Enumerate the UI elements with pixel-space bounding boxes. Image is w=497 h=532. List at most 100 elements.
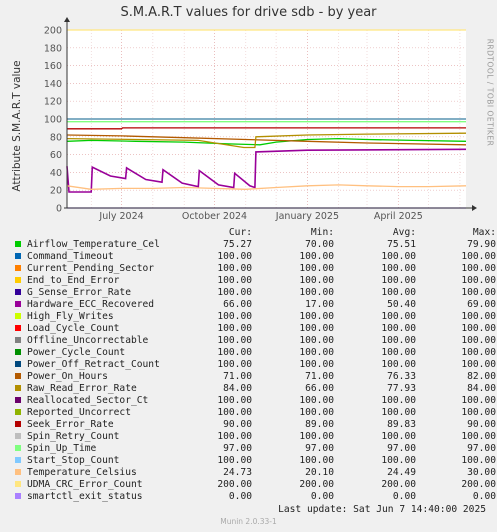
legend-value-min: 100.00 xyxy=(299,431,334,442)
legend-series-name: High_Fly_Writes xyxy=(27,311,114,322)
legend-row: Reported_Uncorrect 100.00 100.00 100.00 100.… xyxy=(12,407,496,419)
legend-value-min: 100.00 xyxy=(299,263,334,274)
legend-value-max: 100.00 xyxy=(461,263,496,274)
legend-row: Power_Off_Retract_Count 100.00 100.00 100.0… xyxy=(12,359,496,371)
y-tick-label: 20 xyxy=(50,186,62,197)
legend-row: Power_Cycle_Count 100.00 100.00 100.00 100.0… xyxy=(12,347,496,359)
legend-value-cur: 71.00 xyxy=(223,371,252,382)
legend-value-avg: 100.00 xyxy=(381,455,416,466)
legend-value-cur: 100.00 xyxy=(217,455,252,466)
legend-value-cur: 100.00 xyxy=(217,263,252,274)
y-tick-label: 120 xyxy=(44,97,62,108)
x-tick-label: January 2025 xyxy=(275,211,339,222)
legend-series-name: Command_Timeout xyxy=(27,251,114,262)
legend-value-max: 100.00 xyxy=(461,347,496,358)
legend-value-min: 17.00 xyxy=(305,299,334,310)
legend-row: Start_Stop_Count 100.00 100.00 100.00 100.00 xyxy=(12,455,496,467)
legend-value-cur: 100.00 xyxy=(217,407,252,418)
y-tick-label: 80 xyxy=(50,132,62,143)
y-tick-label: 0 xyxy=(56,204,62,215)
legend-value-avg: 100.00 xyxy=(381,251,416,262)
series-line-power-on-hours xyxy=(66,134,467,146)
legend-swatch xyxy=(15,265,21,271)
legend-value-min: 100.00 xyxy=(299,407,334,418)
legend-swatch xyxy=(15,253,21,259)
legend-series-name: Reported_Uncorrect xyxy=(27,407,131,418)
legend-value-avg: 77.93 xyxy=(387,383,416,394)
legend-value-min: 100.00 xyxy=(299,311,334,322)
legend-value-avg: 100.00 xyxy=(381,395,416,406)
legend-value-min: 100.00 xyxy=(299,287,334,298)
legend-value-avg: 100.00 xyxy=(381,311,416,322)
legend-swatch xyxy=(15,409,21,415)
legend-header-cur: Cur: xyxy=(228,227,252,238)
legend-value-max: 100.00 xyxy=(461,407,496,418)
legend-swatch xyxy=(15,325,21,331)
legend-swatch xyxy=(15,373,21,379)
series-line-temperature-celsius xyxy=(66,184,467,190)
legend-row: Reallocated_Sector_Ct 100.00 100.00 100.00 1… xyxy=(12,395,496,407)
legend-value-max: 90.00 xyxy=(467,419,496,430)
legend-series-name: Load_Cycle_Count xyxy=(27,323,120,334)
legend-value-min: 100.00 xyxy=(299,335,334,346)
legend-value-min: 100.00 xyxy=(299,323,334,334)
legend-series-name: Current_Pending_Sector xyxy=(27,263,155,274)
y-tick-label: 40 xyxy=(50,168,62,179)
legend-value-cur: 100.00 xyxy=(217,251,252,262)
legend-swatch xyxy=(15,277,21,283)
legend-row: UDMA_CRC_Error_Count 200.00 200.00 200.00 20… xyxy=(12,479,496,491)
legend-series-name: Power_On_Hours xyxy=(27,371,108,382)
legend-series-name: Reallocated_Sector_Ct xyxy=(27,395,149,406)
legend-value-max: 0.00 xyxy=(472,491,496,502)
legend-row: High_Fly_Writes 100.00 100.00 100.00 100.00 xyxy=(12,311,496,323)
legend-value-cur: 100.00 xyxy=(217,335,252,346)
legend-swatch xyxy=(15,493,21,499)
legend-value-avg: 100.00 xyxy=(381,407,416,418)
legend-row: Airflow_Temperature_Cel 75.27 70.00 75.51 79… xyxy=(12,239,496,251)
legend-header-min: Min: xyxy=(310,227,334,238)
legend-value-cur: 200.00 xyxy=(217,479,252,490)
legend-row: Current_Pending_Sector 100.00 100.00 100.00… xyxy=(12,263,496,275)
legend-value-avg: 0.00 xyxy=(392,491,416,502)
y-axis-arrow xyxy=(64,17,70,22)
legend-series-name: Seek_Error_Rate xyxy=(27,419,114,430)
legend-row: Seek_Error_Rate 90.00 89.00 89.83 90.00 xyxy=(12,419,496,431)
legend-swatch xyxy=(15,457,21,463)
legend-row: G_Sense_Error_Rate 100.00 100.00 100.00 100.… xyxy=(12,287,496,299)
legend-header-max: Max: xyxy=(472,227,496,238)
legend-value-max: 97.00 xyxy=(467,443,496,454)
legend-swatch xyxy=(15,445,21,451)
legend-series-name: Hardware_ECC_Recovered xyxy=(27,299,155,310)
legend-swatch xyxy=(15,397,21,403)
legend-value-cur: 100.00 xyxy=(217,323,252,334)
y-tick-label: 140 xyxy=(44,79,62,90)
plot-area: 0 20 40 60 80 100 120 140 160 180 200 July 2024 Octo… xyxy=(44,17,477,222)
legend-value-min: 71.00 xyxy=(305,371,334,382)
y-tick-label: 60 xyxy=(50,150,62,161)
legend-row: Spin_Up_Time 97.00 97.00 97.00 97.00 xyxy=(12,443,496,455)
legend-value-avg: 200.00 xyxy=(381,479,416,490)
legend-value-max: 100.00 xyxy=(461,311,496,322)
legend-value-max: 100.00 xyxy=(461,335,496,346)
x-tick-label: July 2024 xyxy=(98,211,143,222)
legend-value-cur: 100.00 xyxy=(217,395,252,406)
legend-swatch xyxy=(15,289,21,295)
legend-row: Spin_Retry_Count 100.00 100.00 100.00 100.00 xyxy=(12,431,496,443)
legend-row: End_to_End_Error 100.00 100.00 100.00 100.00 xyxy=(12,275,496,287)
legend-value-min: 100.00 xyxy=(299,275,334,286)
legend-swatch xyxy=(15,421,21,427)
legend-row: Command_Timeout 100.00 100.00 100.00 100.00 xyxy=(12,251,496,263)
last-update: Last update: Sat Jun 7 14:40:00 2025 xyxy=(278,504,486,515)
legend-row: Hardware_ECC_Recovered 66.00 17.00 50.40 69.… xyxy=(12,299,496,311)
legend-series-name: Raw_Read_Error_Rate xyxy=(27,383,137,394)
legend-value-cur: 100.00 xyxy=(217,431,252,442)
legend-value-avg: 100.00 xyxy=(381,275,416,286)
legend-series-name: Airflow_Temperature_Cel xyxy=(27,239,160,250)
legend-value-cur: 100.00 xyxy=(217,275,252,286)
legend-swatch xyxy=(15,313,21,319)
legend-value-avg: 100.00 xyxy=(381,347,416,358)
legend-value-cur: 100.00 xyxy=(217,287,252,298)
legend-value-avg: 75.51 xyxy=(387,239,416,250)
legend-row: Raw_Read_Error_Rate 84.00 66.00 77.93 84.00 xyxy=(12,383,496,395)
